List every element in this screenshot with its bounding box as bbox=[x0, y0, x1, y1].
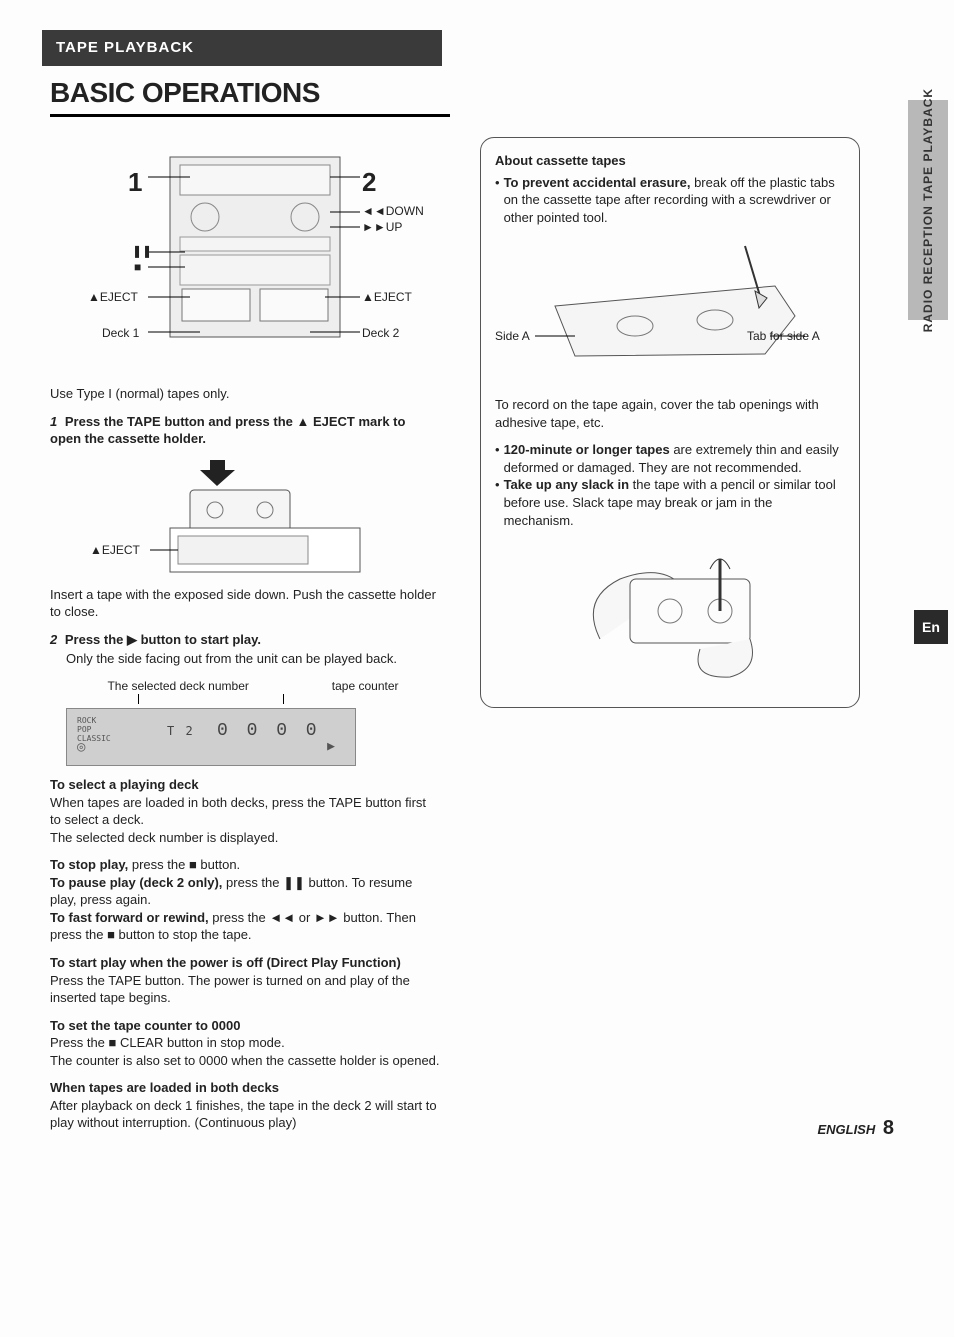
step1-title: Press the TAPE button and press the ▲ EJ… bbox=[50, 414, 405, 447]
display-disc-icon: ◎ bbox=[77, 738, 85, 757]
side-index-text: RADIO RECEPTION TAPE PLAYBACK bbox=[920, 88, 936, 332]
display-counter-digits: 0 0 0 0 bbox=[217, 719, 321, 743]
label-eject-right: ▲EJECT bbox=[362, 289, 412, 305]
pencil-slack-diagram bbox=[495, 539, 845, 689]
b1-head: To prevent accidental erasure, bbox=[504, 175, 691, 190]
stop-head: To stop play, bbox=[50, 857, 128, 872]
page-title: BASIC OPERATIONS bbox=[50, 74, 450, 117]
step2-body: Only the side facing out from the unit c… bbox=[66, 650, 440, 668]
step-1: 1 Press the TAPE button and press the ▲ … bbox=[50, 413, 440, 448]
step1-after: Insert a tape with the exposed side down… bbox=[50, 586, 440, 621]
step-2: 2 Press the ▶ button to start play. bbox=[50, 631, 440, 649]
pause-head: To pause play (deck 2 only), bbox=[50, 875, 222, 890]
step2-number: 2 bbox=[50, 632, 57, 647]
label-up: ►►UP bbox=[362, 219, 402, 235]
select-deck-body2: The selected deck number is displayed. bbox=[50, 829, 440, 847]
bullet-1: • To prevent accidental erasure, break o… bbox=[495, 174, 845, 227]
bullet-3: • Take up any slack in the tape with a p… bbox=[495, 476, 845, 529]
left-column: 1 2 ◄◄DOWN ►►UP ❚❚ ■ ▲EJECT ▲EJECT Deck … bbox=[50, 137, 440, 1142]
counter-label-tape: tape counter bbox=[332, 678, 399, 694]
label-pause: ❚❚ bbox=[132, 243, 152, 259]
zero-head: To set the tape counter to 0000 bbox=[50, 1017, 440, 1035]
page-footer: ENGLISH 8 bbox=[817, 1115, 894, 1142]
side-index-tab: RADIO RECEPTION TAPE PLAYBACK bbox=[908, 100, 948, 320]
label-down: ◄◄DOWN bbox=[362, 203, 424, 219]
bullet-2: • 120-minute or longer tapes are extreme… bbox=[495, 441, 845, 476]
ff-line: To fast forward or rewind, press the ◄◄ … bbox=[50, 909, 440, 944]
pause-line: To pause play (deck 2 only), press the ❚… bbox=[50, 874, 440, 909]
step1-number: 1 bbox=[50, 414, 57, 429]
record-again-note: To record on the tape again, cover the t… bbox=[495, 396, 845, 431]
bullet-icon: • bbox=[495, 441, 500, 476]
b2-head: 120-minute or longer tapes bbox=[504, 442, 670, 457]
stop-line: To stop play, press the ■ button. bbox=[50, 856, 440, 874]
label-tab-a: Tab for side A bbox=[747, 328, 820, 344]
counter-label-deck: The selected deck number bbox=[107, 678, 248, 694]
tape-type-note: Use Type I (normal) tapes only. bbox=[50, 385, 440, 403]
zero-body2: The counter is also set to 0000 when the… bbox=[50, 1052, 440, 1070]
label-side-a: Side A bbox=[495, 328, 530, 344]
step2-title: Press the ▶ button to start play. bbox=[65, 632, 261, 647]
label-deck2: Deck 2 bbox=[362, 325, 399, 341]
cassette-tab-diagram: Side A Tab for side A bbox=[495, 236, 845, 386]
info-panel: About cassette tapes • To prevent accide… bbox=[480, 137, 860, 708]
footer-lang: ENGLISH bbox=[817, 1122, 875, 1137]
both-decks-body: After playback on deck 1 finishes, the t… bbox=[50, 1097, 440, 1132]
bullet-icon: • bbox=[495, 174, 500, 227]
select-deck-head: To select a playing deck bbox=[50, 776, 440, 794]
display-deck-indicator: T 2 bbox=[167, 723, 195, 739]
footer-page-number: 8 bbox=[883, 1117, 894, 1139]
right-column: About cassette tapes • To prevent accide… bbox=[480, 137, 860, 1142]
display-play-arrow: ▶ bbox=[327, 738, 335, 756]
direct-play-body: Press the TAPE button. The power is turn… bbox=[50, 972, 440, 1007]
lcd-display: ROCK POP CLASSIC T 2 0 0 0 0 ◎ ▶ bbox=[66, 708, 356, 766]
stereo-diagram: 1 2 ◄◄DOWN ►►UP ❚❚ ■ ▲EJECT ▲EJECT Deck … bbox=[50, 137, 440, 367]
stop-body: press the ■ button. bbox=[128, 857, 240, 872]
panel-title: About cassette tapes bbox=[495, 152, 845, 170]
callout-1: 1 bbox=[128, 165, 142, 200]
select-deck-body1: When tapes are loaded in both decks, pre… bbox=[50, 794, 440, 829]
both-decks-head: When tapes are loaded in both decks bbox=[50, 1079, 440, 1097]
callout-2: 2 bbox=[362, 165, 376, 200]
direct-play-head: To start play when the power is off (Dir… bbox=[50, 954, 440, 972]
b3-head: Take up any slack in bbox=[504, 477, 629, 492]
zero-body1: Press the ■ CLEAR button in stop mode. bbox=[50, 1034, 440, 1052]
section-header: TAPE PLAYBACK bbox=[42, 30, 442, 66]
ff-head: To fast forward or rewind, bbox=[50, 910, 209, 925]
eject-label-small: ▲EJECT bbox=[90, 542, 140, 558]
label-stop: ■ bbox=[134, 259, 141, 275]
cassette-insert-diagram: ▲EJECT bbox=[90, 458, 440, 578]
label-deck1: Deck 1 bbox=[102, 325, 139, 341]
bullet-icon: • bbox=[495, 476, 500, 529]
language-tab: En bbox=[914, 610, 948, 644]
label-eject-left: ▲EJECT bbox=[88, 289, 138, 305]
